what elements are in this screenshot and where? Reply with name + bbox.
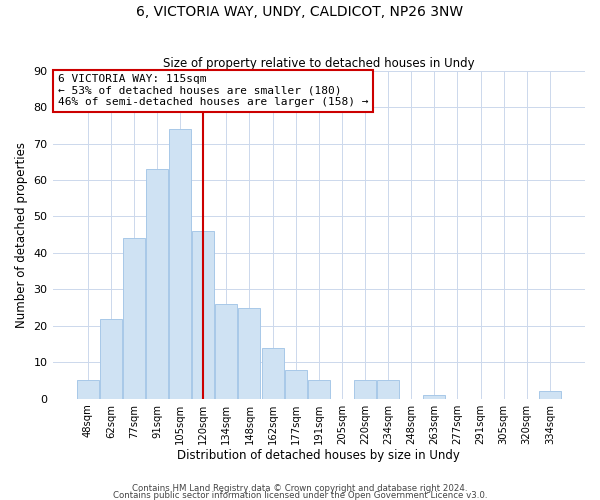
Text: 6 VICTORIA WAY: 115sqm
← 53% of detached houses are smaller (180)
46% of semi-de: 6 VICTORIA WAY: 115sqm ← 53% of detached…	[58, 74, 368, 107]
Bar	[146, 169, 168, 398]
Bar	[215, 304, 238, 398]
Bar	[262, 348, 284, 399]
Bar	[192, 231, 214, 398]
X-axis label: Distribution of detached houses by size in Undy: Distribution of detached houses by size …	[178, 450, 460, 462]
Bar	[424, 395, 445, 398]
Y-axis label: Number of detached properties: Number of detached properties	[15, 142, 28, 328]
Bar	[539, 392, 561, 398]
Bar	[284, 370, 307, 398]
Text: 6, VICTORIA WAY, UNDY, CALDICOT, NP26 3NW: 6, VICTORIA WAY, UNDY, CALDICOT, NP26 3N…	[136, 5, 464, 19]
Bar	[238, 308, 260, 398]
Bar	[377, 380, 399, 398]
Bar	[123, 238, 145, 398]
Bar	[169, 129, 191, 398]
Bar	[308, 380, 330, 398]
Text: Contains public sector information licensed under the Open Government Licence v3: Contains public sector information licen…	[113, 490, 487, 500]
Bar	[100, 318, 122, 398]
Bar	[354, 380, 376, 398]
Bar	[77, 380, 98, 398]
Text: Contains HM Land Registry data © Crown copyright and database right 2024.: Contains HM Land Registry data © Crown c…	[132, 484, 468, 493]
Title: Size of property relative to detached houses in Undy: Size of property relative to detached ho…	[163, 56, 475, 70]
